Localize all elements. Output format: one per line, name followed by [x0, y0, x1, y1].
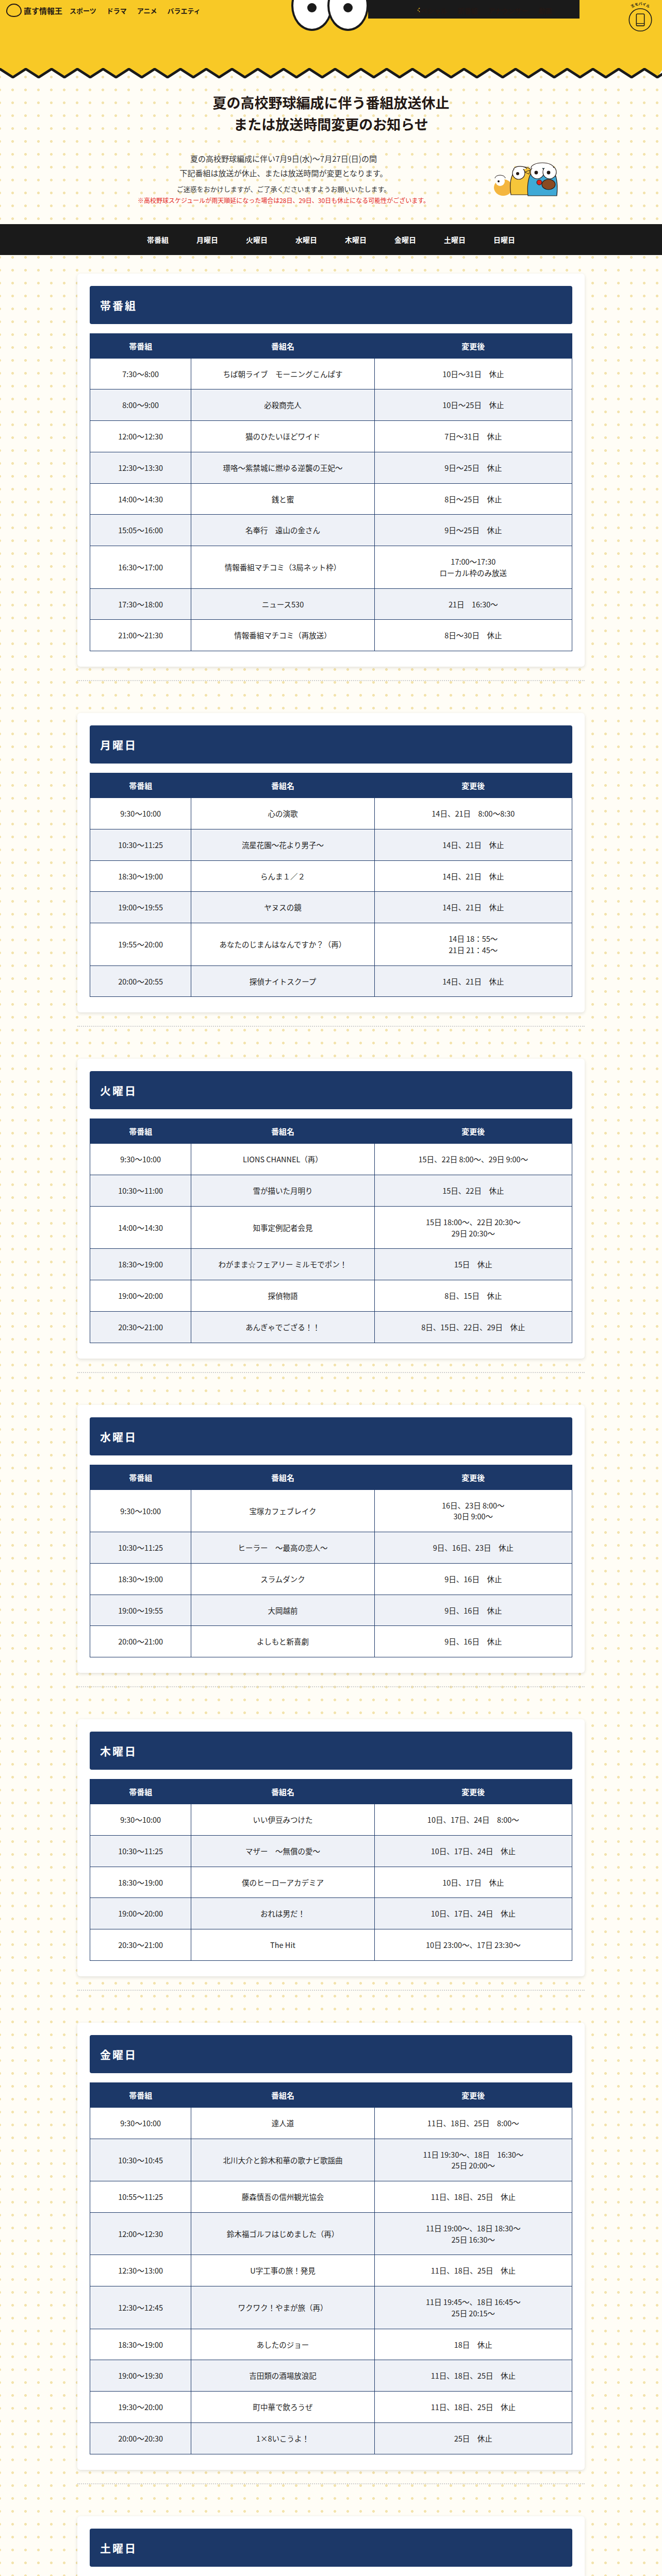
svg-text:王モバイル: 王モバイル	[630, 2, 651, 9]
